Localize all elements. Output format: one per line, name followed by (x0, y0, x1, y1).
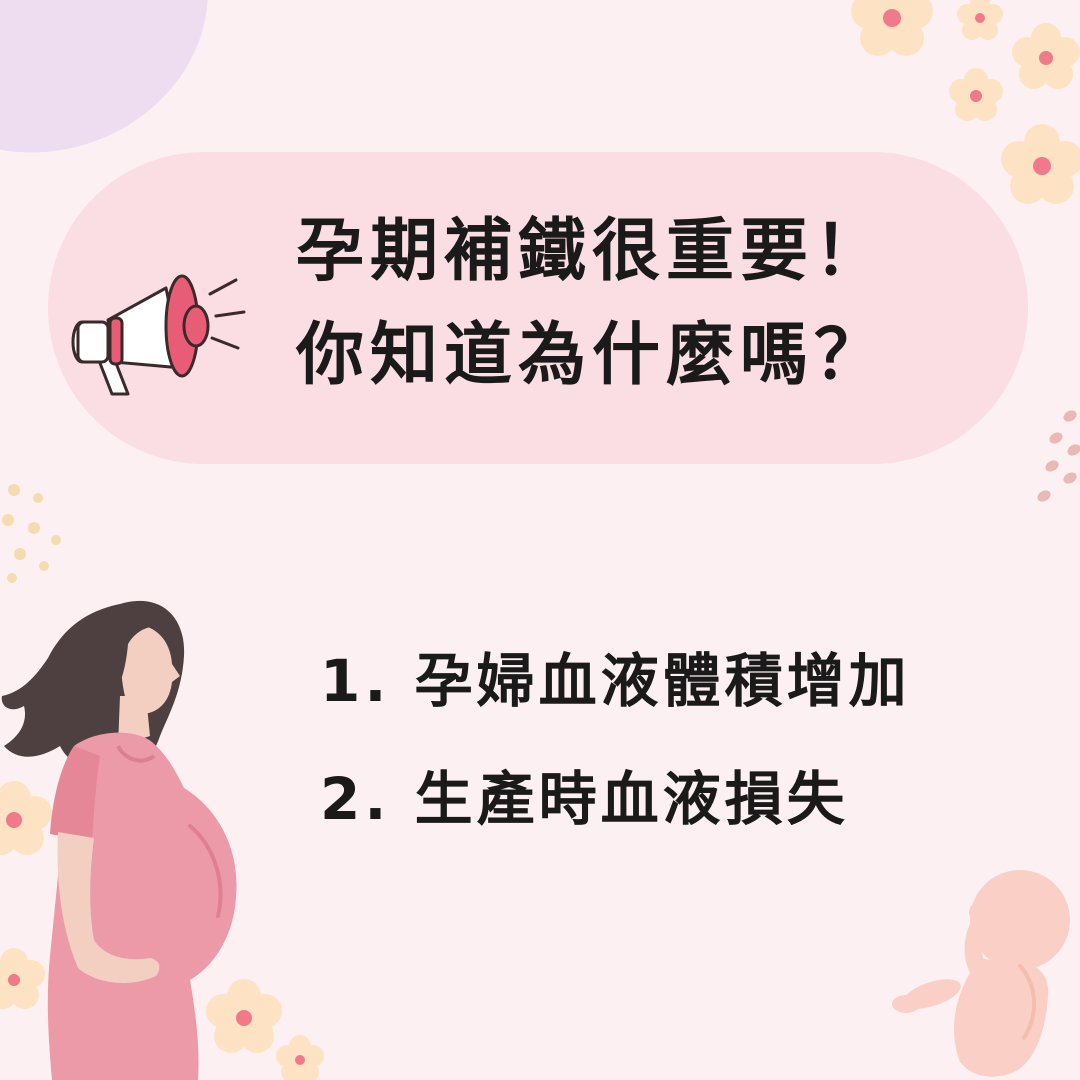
headline-banner (48, 152, 1028, 464)
dot-cluster-right (1037, 410, 1080, 502)
headline-line-2: 你知道為什麼嗎？ (296, 316, 889, 395)
headline-line-1: 孕期補鐵很重要！ (296, 212, 889, 291)
reasons-list: 1. 孕婦血液體積增加 2. 生產時血液損失 (320, 622, 1060, 858)
reason-item-1: 1. 孕婦血液體積增加 (320, 647, 911, 715)
pregnant-woman-illustration (1, 600, 237, 1080)
reason-item-2: 2. 生產時血液損失 (320, 765, 849, 833)
dot-cluster-left (2, 484, 61, 583)
headline: 孕期補鐵很重要！ 你知道為什麼嗎？ (296, 200, 996, 408)
megaphone-icon (71, 274, 246, 396)
fetus-illustration (892, 870, 1070, 1077)
flower-cluster-top-right (851, 0, 1080, 204)
flower-cluster-bottom-left (0, 781, 324, 1080)
